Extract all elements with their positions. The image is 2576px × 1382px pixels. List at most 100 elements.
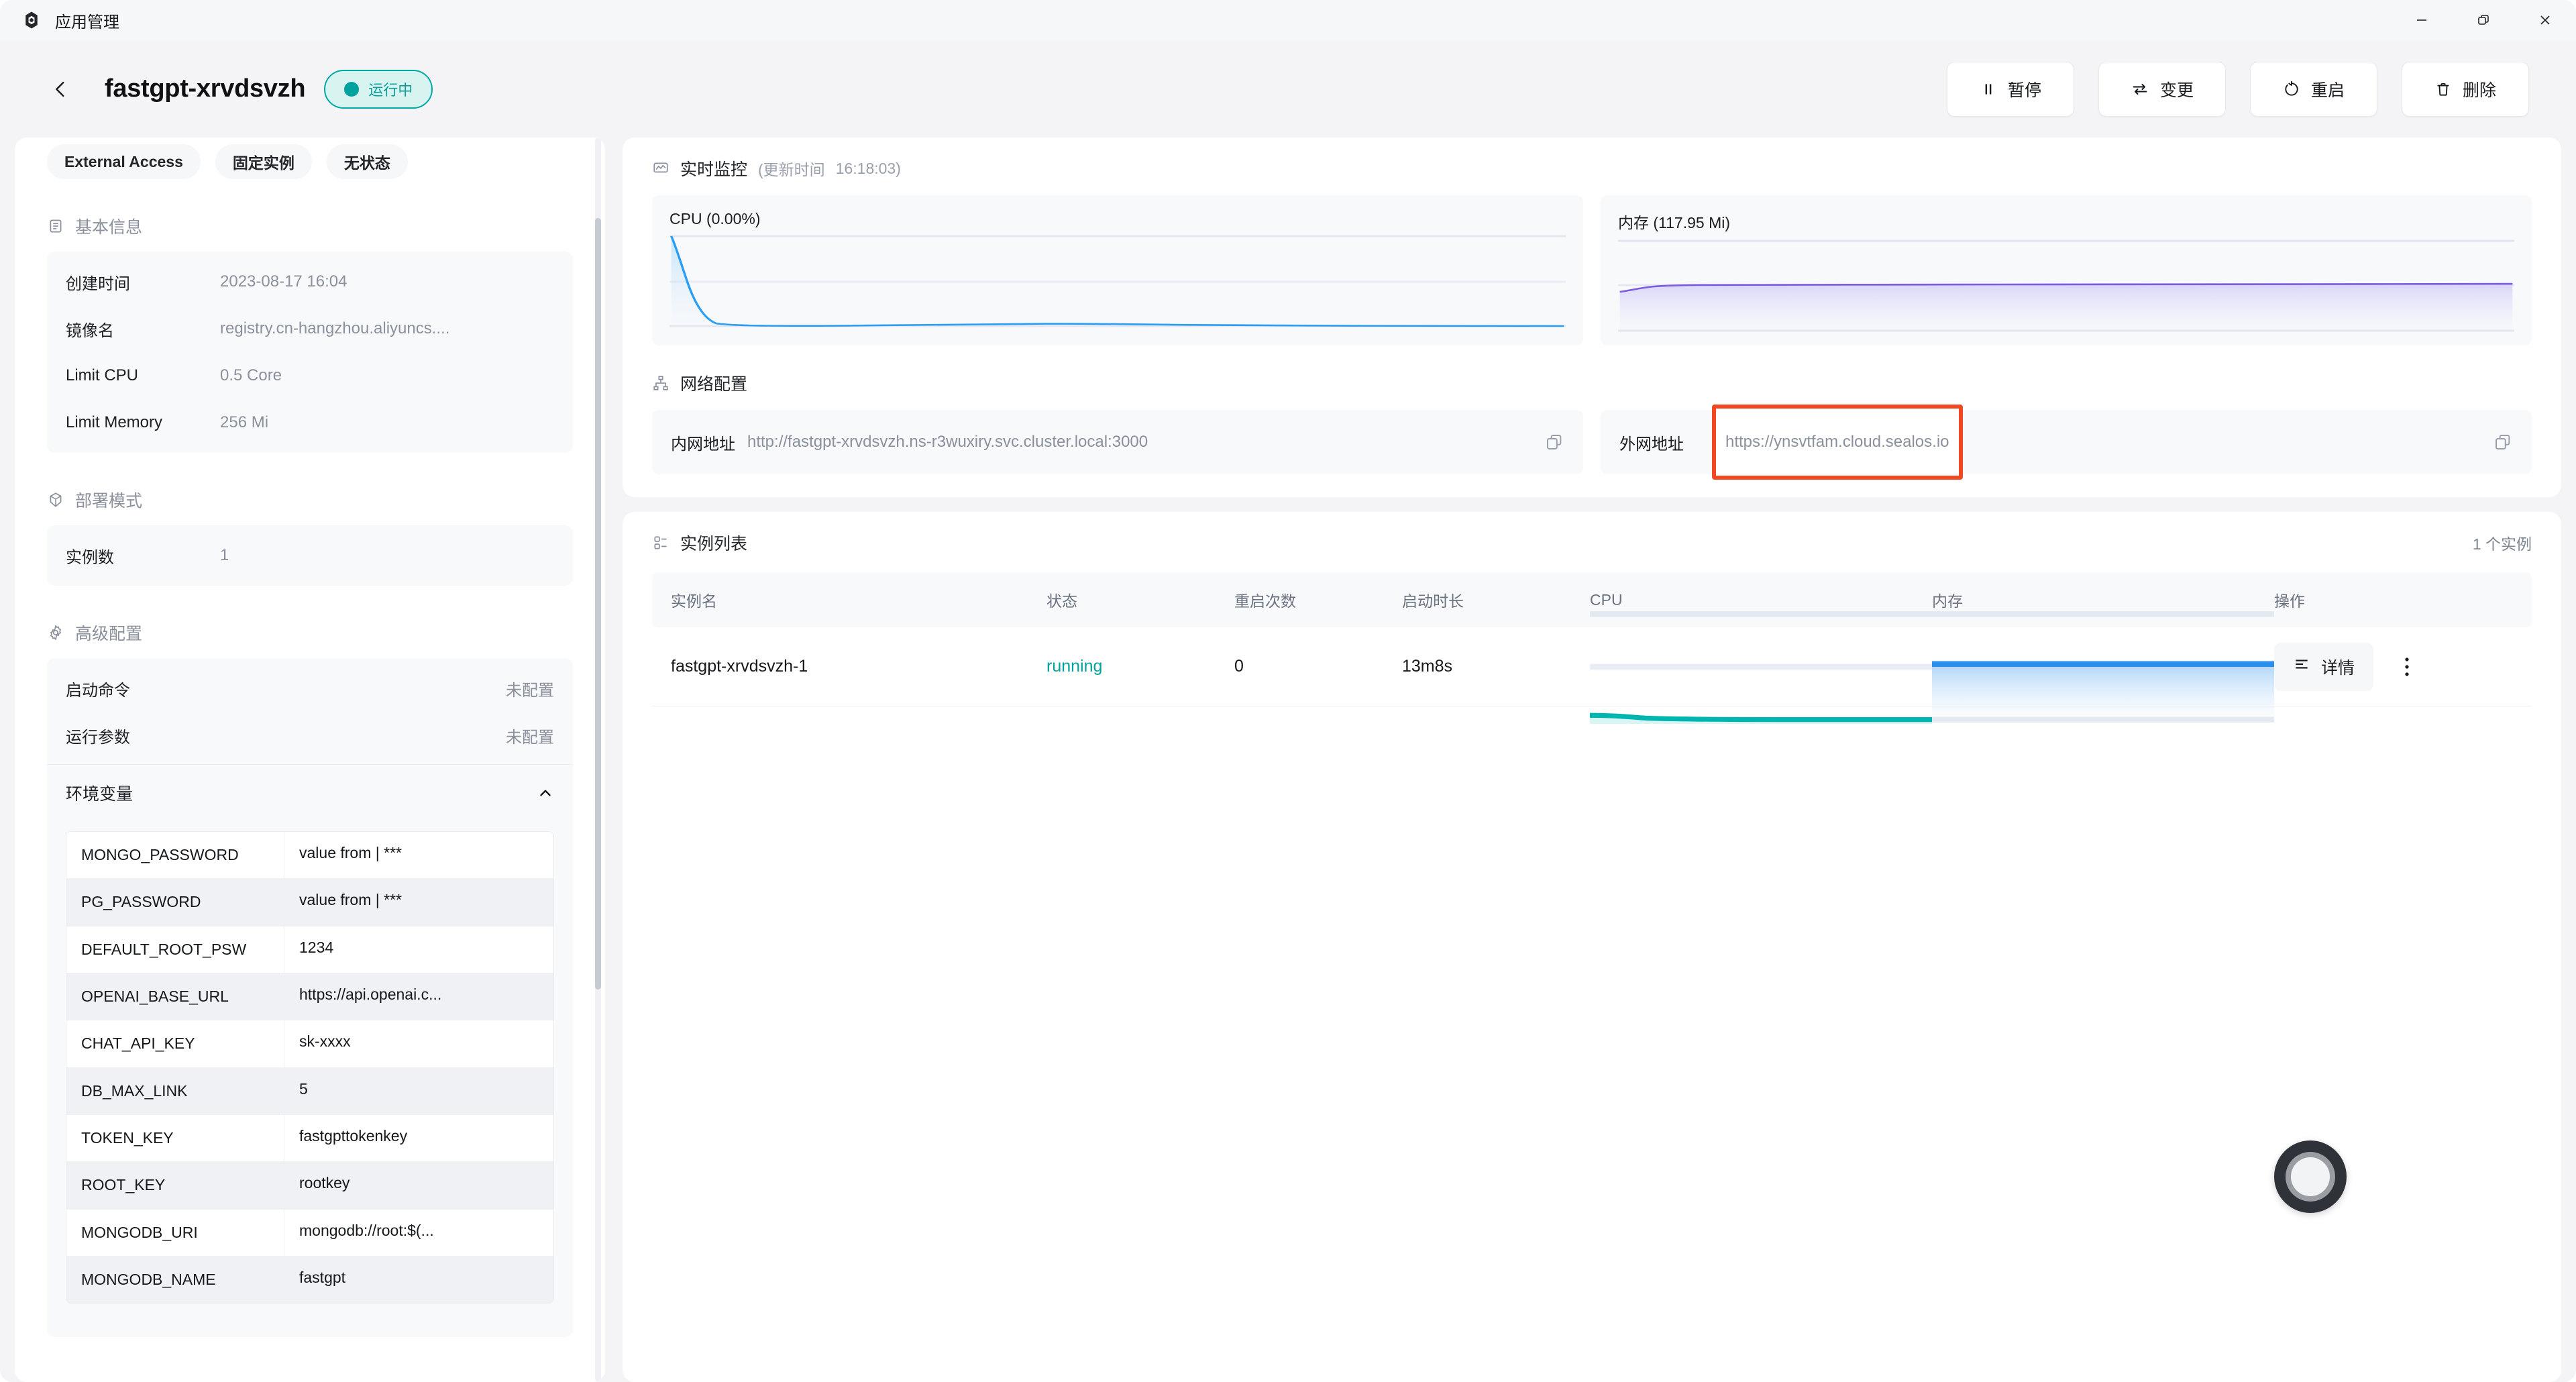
restore-icon[interactable]: [2453, 1, 2514, 40]
table-row: PG_PASSWORD value from | ***: [66, 879, 553, 926]
details-sidebar: External Access 固定实例 无状态 基本信息 创建时间 2023-…: [15, 138, 605, 1382]
instance-uptime: 13m8s: [1402, 657, 1453, 676]
page-body: External Access 固定实例 无状态 基本信息 创建时间 2023-…: [0, 138, 2576, 1382]
env-var-value: rootkey: [299, 1174, 350, 1192]
column-header-operations: 操作: [2274, 592, 2305, 610]
table-row: TOKEN_KEY fastgpttokenkey: [66, 1115, 553, 1163]
table-row: DB_MAX_LINK 5: [66, 1067, 553, 1116]
table-row: MONGODB_URI mongodb://root:$(...: [66, 1209, 553, 1257]
info-label: 实例数: [66, 548, 114, 567]
cursor-ring-mid: [2286, 1152, 2335, 1202]
info-label: 镜像名: [66, 321, 114, 340]
info-row-create-time: 创建时间 2023-08-17 16:04: [47, 258, 573, 305]
memory-chart-card: 内存 (117.95 Mi): [1601, 195, 2532, 346]
env-var-value: sk-xxxx: [299, 1032, 351, 1051]
internal-address-row: 内网地址 http://fastgpt-xrvdsvzh.ns-r3wuxiry…: [652, 410, 1583, 474]
table-row: OPENAI_BASE_URL https://api.openai.c...: [66, 973, 553, 1021]
internal-address-label: 内网地址: [671, 435, 735, 454]
env-var-name: TOKEN_KEY: [66, 1115, 284, 1162]
external-address-row: 外网地址 https://ynsvtfam.cloud.sealos.io: [1601, 405, 2532, 480]
info-value: 0.5 Core: [220, 366, 282, 384]
table-row: MONGO_PASSWORD value from | ***: [66, 832, 553, 880]
monitor-network-card: 实时监控 (更新时间 16:18:03) CPU (0.00%): [623, 138, 2561, 497]
detail-button[interactable]: 详情: [2274, 642, 2374, 691]
info-row-limit-cpu: Limit CPU 0.5 Core: [47, 352, 573, 399]
network-rows: 内网地址 http://fastgpt-xrvdsvzh.ns-r3wuxiry…: [652, 405, 2532, 480]
pause-button[interactable]: 暂停: [1947, 61, 2074, 117]
instance-name: fastgpt-xrvdsvzh-1: [671, 657, 808, 676]
info-value: 未配置: [506, 728, 554, 747]
gear-icon: [47, 624, 64, 641]
page-header: fastgpt-xrvdsvzh 运行中 暂停 变更: [0, 40, 2576, 138]
status-badge: 运行中: [324, 69, 433, 109]
info-label: 启动命令: [66, 681, 130, 700]
monitor-title: 实时监控: [680, 160, 748, 179]
swap-icon: [2131, 80, 2149, 99]
list-lines-icon: [2293, 655, 2310, 678]
column-header-name: 实例名: [671, 592, 717, 610]
chip-stateless[interactable]: 无状态: [326, 144, 408, 179]
network-title: 网络配置: [680, 375, 748, 394]
memory-chart-label: 内存 (117.95 Mi): [1618, 214, 1731, 231]
env-var-value: value from | ***: [299, 891, 402, 909]
deploy-mode-title: 部署模式: [75, 492, 143, 511]
env-var-name: PG_PASSWORD: [66, 879, 284, 926]
copy-icon[interactable]: [2493, 432, 2513, 452]
chip-fixed-instance[interactable]: 固定实例: [215, 144, 312, 179]
more-vertical-icon[interactable]: [2391, 647, 2423, 687]
memory-chart: [1618, 240, 2514, 333]
header-actions: 暂停 变更 重启 删除: [1947, 61, 2529, 117]
minimize-icon[interactable]: [2391, 1, 2453, 40]
env-var-value: 5: [299, 1079, 308, 1098]
cpu-chart-card: CPU (0.00%): [652, 195, 1583, 346]
pause-icon: [1980, 81, 1997, 98]
delete-button-label: 删除: [2462, 81, 2496, 100]
sealos-logo-icon: [20, 9, 43, 32]
column-header-uptime: 启动时长: [1402, 592, 1464, 610]
info-label: 创建时间: [66, 274, 130, 293]
advanced-config-title: 高级配置: [75, 625, 143, 643]
status-badge-label: 运行中: [368, 81, 413, 99]
advanced-config-card: 启动命令 未配置 运行参数 未配置 环境变量: [47, 658, 573, 1338]
info-row-replicas: 实例数 1: [47, 532, 573, 579]
restart-button-label: 重启: [2310, 81, 2345, 100]
chip-external-access[interactable]: External Access: [47, 144, 201, 179]
trash-icon: [2434, 81, 2452, 98]
info-row-image-name: 镜像名 registry.cn-hangzhou.aliyuncs....: [47, 305, 573, 352]
change-button[interactable]: 变更: [2098, 61, 2226, 117]
info-value: 2023-08-17 16:04: [220, 272, 347, 290]
env-var-value: mongodb://root:$(...: [299, 1221, 434, 1239]
back-button[interactable]: [42, 70, 79, 108]
copy-icon[interactable]: [1544, 432, 1564, 452]
info-value: 未配置: [506, 681, 554, 700]
internal-address-value: http://fastgpt-xrvdsvzh.ns-r3wuxiry.svc.…: [747, 433, 1148, 451]
instance-table: 实例名 状态 重启次数 启动时长 CPU 内存 操作 fastgpt-xrvds…: [652, 572, 2532, 724]
delete-button[interactable]: 删除: [2402, 61, 2529, 117]
instance-list-heading: 实例列表 1 个实例: [652, 531, 2532, 555]
info-label: Limit CPU: [66, 366, 139, 384]
close-icon[interactable]: [2514, 1, 2576, 40]
chevron-up-icon[interactable]: [537, 784, 554, 802]
external-address-label: 外网地址: [1619, 435, 1684, 454]
restart-button[interactable]: 重启: [2250, 61, 2377, 117]
column-header-state: 状态: [1046, 592, 1077, 610]
instance-memory-sparkline: [1932, 610, 2274, 724]
status-dot-icon: [344, 81, 360, 97]
table-row: DEFAULT_ROOT_PSW 1234: [66, 926, 553, 974]
deploy-mode-heading: 部署模式: [47, 488, 573, 512]
external-address-value[interactable]: https://ynsvtfam.cloud.sealos.io: [1725, 433, 1949, 451]
table-row: ROOT_KEY rootkey: [66, 1162, 553, 1210]
monitor-heading: 实时监控 (更新时间 16:18:03): [652, 156, 2532, 180]
list-icon: [652, 534, 669, 551]
cpu-chart: [669, 235, 1566, 329]
sidebar-scrollbar-thumb[interactable]: [595, 218, 601, 990]
restart-icon: [2283, 81, 2300, 98]
env-vars-accordion-header[interactable]: 环境变量: [47, 764, 573, 820]
sidebar-scroll-area[interactable]: External Access 固定实例 无状态 基本信息 创建时间 2023-…: [15, 138, 605, 1382]
monitor-charts: CPU (0.00%): [652, 195, 2532, 346]
window-controls: [2391, 1, 2576, 40]
table-row[interactable]: fastgpt-xrvdsvzh-1 running 0 13m8s: [652, 610, 2532, 724]
env-vars-accordion-label: 环境变量: [66, 784, 133, 804]
tag-chip-list: External Access 固定实例 无状态: [47, 138, 573, 179]
